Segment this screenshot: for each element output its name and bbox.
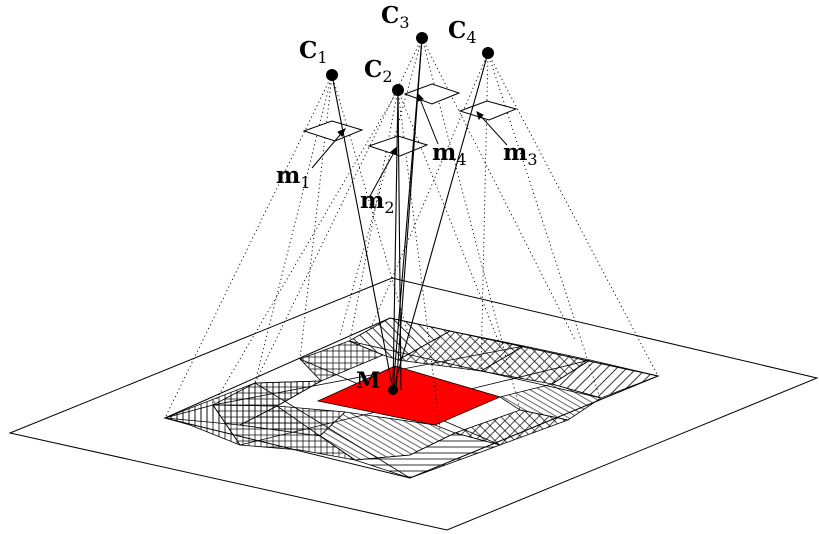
patch-grid-line-1 [254,382,411,479]
patch-region [163,317,660,479]
camera-center-2 [392,84,404,96]
projection-label-4: m4 [432,139,467,169]
image-plane-1 [302,120,364,142]
camera-center-4 [482,47,494,59]
camera-center-3 [416,32,428,44]
patch-grid-line-3 [348,340,602,399]
label-arrows [311,92,508,197]
camera-label-3: C3 [381,2,410,32]
projection-label-1: m1 [276,162,311,192]
image-plane-2 [367,135,429,157]
projection-label-3: m3 [503,139,538,169]
camera-label-4: C4 [448,17,477,47]
image-plane-4 [403,83,461,105]
patch-grid-line-4 [212,345,525,406]
point-M-label: M [356,368,380,394]
image-plane-3 [458,100,518,121]
camera-label-2: C2 [364,56,393,86]
camera-label-1: C1 [299,37,328,67]
image-planes [302,83,518,157]
projection-label-2: m2 [360,187,395,217]
patch-outline [163,317,660,479]
projection-rays [331,37,489,391]
highlight-patch [316,365,502,426]
point-M [388,385,398,395]
camera-center-1 [326,69,338,81]
ground-plane [8,277,819,531]
